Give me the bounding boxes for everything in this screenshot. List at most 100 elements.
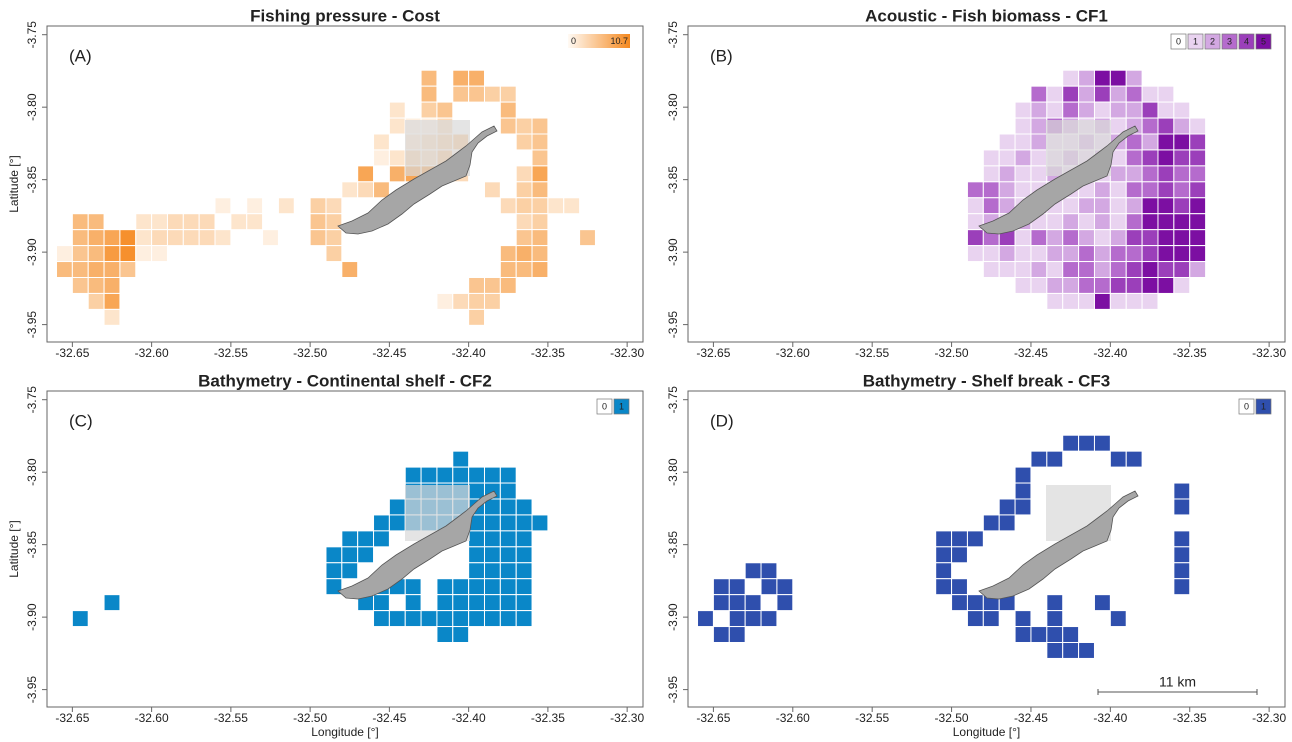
grid-cell [499,85,517,103]
grid-cell [71,213,89,231]
grid-cell [1173,546,1191,564]
grid-cell [1173,149,1191,167]
grid-cell [1062,101,1080,119]
grid-cell [468,594,485,612]
grid-cell [483,610,501,628]
grid-cell [531,229,549,247]
grid-cell [966,530,984,548]
grid-cell [1093,276,1111,294]
grid-cell [1125,149,1143,167]
x-tick-label: -32.65 [696,711,730,725]
grid-cell [1157,245,1175,263]
grid-cell [71,229,89,247]
grid-cell [1141,85,1159,103]
grid-cell [760,562,778,580]
grid-cell [119,245,137,263]
grid-cell [966,245,984,263]
grid-cell [1046,610,1064,628]
grid-cell [1141,181,1159,199]
x-tick-label: -32.45 [372,346,406,360]
grid-cell [1062,213,1080,231]
grid-cell [712,626,730,643]
y-tick-label: -3.90 [25,603,39,631]
x-tick-label: -32.60 [776,711,810,725]
grid-cell [373,514,390,532]
grid-cell [388,514,406,532]
x-tick-label: -32.50 [293,711,327,725]
grid-cell [404,610,422,628]
x-tick-label: -32.45 [1014,346,1048,360]
grid-cell [531,181,549,199]
grid-cell [515,133,533,151]
panel-title: Acoustic - Fish biomass - CF1 [865,6,1108,25]
grid-cell [982,181,1000,199]
grid-cell [982,165,1000,183]
y-tick-label: -3.85 [25,531,39,559]
grid-cell [325,245,343,263]
y-tick-label: -3.80 [666,458,680,486]
grid-cell [1157,261,1175,278]
grid-cell [452,466,470,484]
grid-cell [1189,229,1207,247]
grid-cell [1189,165,1207,183]
grid-cell [357,165,375,183]
grid-cell [1157,213,1175,231]
legend-label: 5 [1261,36,1266,46]
grid-cell [499,101,517,119]
y-tick-label: -3.85 [666,531,680,559]
grid-cell [452,292,470,310]
grid-cell [998,181,1016,199]
grid-cell [515,197,533,215]
grid-cell [1046,626,1064,643]
legend-label: 1 [1193,36,1198,46]
grid-cell [483,292,501,310]
grid-cell [1109,276,1127,294]
grid-cell [1014,181,1032,199]
x-tick-label: -32.65 [55,346,89,360]
legend-swatch [1255,398,1272,415]
grid-cell [71,276,89,294]
grid-cell [309,213,327,231]
grid-cell [499,245,517,263]
grid-cell [1157,276,1175,294]
grid-cell [103,276,121,294]
grid-cell [1014,498,1032,516]
grid-cell [341,261,359,278]
legend-swatch [596,398,613,415]
grid-cell [1173,530,1191,548]
grid-cell [1173,578,1191,596]
grid-cell [515,165,533,183]
grid-cell [483,514,501,532]
grid-cell [468,466,485,484]
grid-cell [1173,165,1191,183]
grid-cell [1189,245,1207,263]
grid-cell [1109,85,1127,103]
grid-cell [1125,229,1143,247]
grid-cell [712,578,730,596]
grid-cell [87,276,105,294]
grid-cell [119,229,137,247]
grid-cell [1014,466,1032,484]
grid-cell [760,610,778,628]
grid-cell [1189,261,1207,278]
legend-label: 4 [1244,36,1249,46]
grid-cell [341,562,359,580]
grid-cell [357,530,375,548]
grid-cell [388,101,406,119]
grid-cell [515,578,533,596]
grid-cell [468,85,485,103]
y-tick-label: -3.80 [25,458,39,486]
grid-cell [1062,197,1080,215]
grid-cell [151,213,168,231]
grid-cell [103,229,121,247]
panel: Bathymetry - Continental shelf - CF2 (C) -… [7,371,644,739]
grid-cell [499,530,517,548]
grid-cell [998,133,1016,151]
grid-cell [1078,245,1095,263]
grid-cell [1173,117,1191,135]
cell-layer [56,69,596,326]
grid-cell [499,594,517,612]
grid-cell [579,229,596,247]
grid-cell [103,308,121,326]
grid-cell [1078,85,1095,103]
